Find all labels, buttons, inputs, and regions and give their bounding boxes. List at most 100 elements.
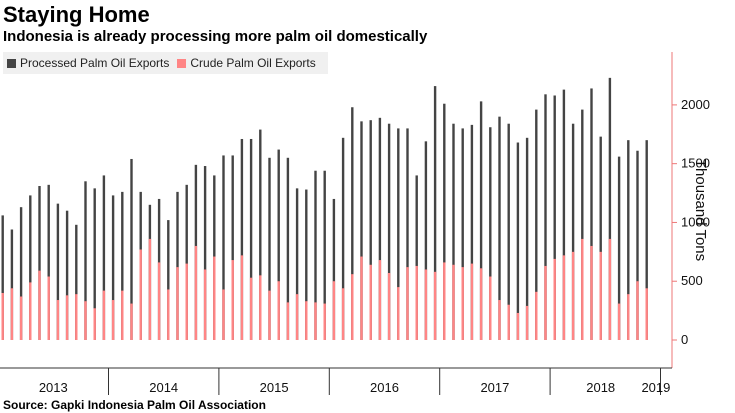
bar-crude-22 <box>203 269 207 340</box>
bar-crude-59 <box>544 265 547 340</box>
bar-crude-49 <box>452 264 455 340</box>
bar-processed-8 <box>75 224 78 340</box>
bar-processed-14 <box>130 158 133 340</box>
bar-processed-37 <box>341 137 345 340</box>
bar-processed-0 <box>1 215 4 340</box>
bar-crude-60 <box>553 258 556 340</box>
bar-crude-42 <box>387 272 391 340</box>
bar-crude-66 <box>608 238 612 340</box>
legend-item-processed: Processed Palm Oil Exports <box>7 56 169 70</box>
bar-processed-65 <box>599 136 602 340</box>
bar-processed-3 <box>29 195 32 340</box>
bar-crude-25 <box>231 260 234 340</box>
bar-crude-29 <box>268 290 271 340</box>
y-tick-label-4: 2000 <box>681 97 710 112</box>
bar-processed-11 <box>102 175 106 340</box>
bar-processed-42 <box>387 123 391 341</box>
x-year-label-1: 2014 <box>149 380 178 395</box>
bar-processed-38 <box>351 107 354 340</box>
bar-processed-64 <box>590 88 593 340</box>
bar-processed-12 <box>111 195 115 340</box>
bar-crude-21 <box>194 245 198 340</box>
bar-crude-2 <box>19 296 23 340</box>
bar-crude-53 <box>489 276 492 340</box>
bar-processed-70 <box>645 140 648 340</box>
bar-processed-52 <box>479 101 483 340</box>
y-tick-label-0: 0 <box>681 332 688 347</box>
chart-subtitle: Indonesia is already processing more pal… <box>3 28 428 45</box>
bar-processed-57 <box>525 137 529 340</box>
bar-processed-41 <box>378 117 382 340</box>
x-year-label-5: 2018 <box>586 380 615 395</box>
bar-processed-67 <box>617 156 621 340</box>
bar-processed-48 <box>443 103 446 341</box>
bar-crude-11 <box>102 290 106 340</box>
bar-processed-19 <box>176 191 179 340</box>
bar-crude-14 <box>130 303 133 340</box>
bar-processed-61 <box>562 89 566 340</box>
bar-processed-53 <box>489 127 492 340</box>
bar-processed-40 <box>369 120 372 340</box>
bar-crude-23 <box>213 256 216 340</box>
legend-swatch-crude <box>177 58 187 68</box>
bar-processed-47 <box>433 86 437 340</box>
bar-processed-31 <box>286 157 290 340</box>
bar-processed-66 <box>608 77 612 341</box>
x-year-label-6: 2019 <box>641 380 670 395</box>
bar-crude-7 <box>65 295 69 340</box>
legend-label-processed: Processed Palm Oil Exports <box>20 56 170 70</box>
bar-crude-38 <box>351 274 354 340</box>
bar-processed-56 <box>516 142 520 340</box>
bar-crude-64 <box>590 245 593 340</box>
bar-crude-15 <box>139 249 142 340</box>
bar-processed-28 <box>259 129 262 340</box>
bar-processed-55 <box>507 123 510 341</box>
bar-crude-67 <box>617 303 621 340</box>
bar-crude-61 <box>562 255 566 340</box>
bar-processed-33 <box>305 189 308 340</box>
legend-item-crude: Crude Palm Oil Exports <box>177 56 316 70</box>
bar-crude-27 <box>249 277 253 340</box>
legend: Processed Palm Oil Exports Crude Palm Oi… <box>3 52 328 74</box>
bar-crude-39 <box>360 256 363 340</box>
bar-processed-30 <box>277 149 280 340</box>
bar-processed-35 <box>323 170 326 340</box>
x-year-label-3: 2016 <box>370 380 399 395</box>
bar-crude-33 <box>305 301 308 340</box>
bar-crude-34 <box>314 302 317 340</box>
bar-crude-9 <box>84 301 87 340</box>
bar-crude-54 <box>498 300 501 340</box>
bar-processed-27 <box>249 138 253 340</box>
bar-crude-55 <box>507 304 510 340</box>
bar-crude-37 <box>341 288 345 340</box>
bar-processed-46 <box>424 141 428 340</box>
y-axis-title: Thousand Tons <box>692 159 709 261</box>
bar-processed-39 <box>360 121 363 340</box>
bar-processed-13 <box>121 191 124 340</box>
bar-crude-45 <box>415 265 418 340</box>
bar-crude-68 <box>627 294 630 340</box>
bar-processed-34 <box>314 170 317 340</box>
bar-crude-1 <box>10 288 14 340</box>
chart-title: Staying Home <box>3 2 150 27</box>
bar-crude-62 <box>571 251 575 340</box>
bar-crude-4 <box>38 270 41 340</box>
bar-processed-36 <box>332 198 336 340</box>
bar-processed-51 <box>470 124 474 341</box>
bar-crude-12 <box>111 300 115 340</box>
bar-processed-69 <box>636 150 639 340</box>
bar-crude-36 <box>332 281 336 340</box>
x-year-label-4: 2017 <box>480 380 509 395</box>
bar-crude-44 <box>406 267 409 340</box>
y-tick-label-1: 500 <box>681 273 703 288</box>
bar-processed-60 <box>553 95 556 340</box>
bar-crude-18 <box>167 289 170 340</box>
bar-crude-43 <box>397 287 400 340</box>
bar-crude-0 <box>1 292 4 340</box>
bar-processed-54 <box>498 116 501 340</box>
bar-processed-9 <box>84 181 87 340</box>
y-tick-label-2: 1000 <box>681 214 710 229</box>
bar-processed-68 <box>627 140 630 340</box>
x-year-label-2: 2015 <box>260 380 289 395</box>
bar-crude-16 <box>148 238 152 340</box>
